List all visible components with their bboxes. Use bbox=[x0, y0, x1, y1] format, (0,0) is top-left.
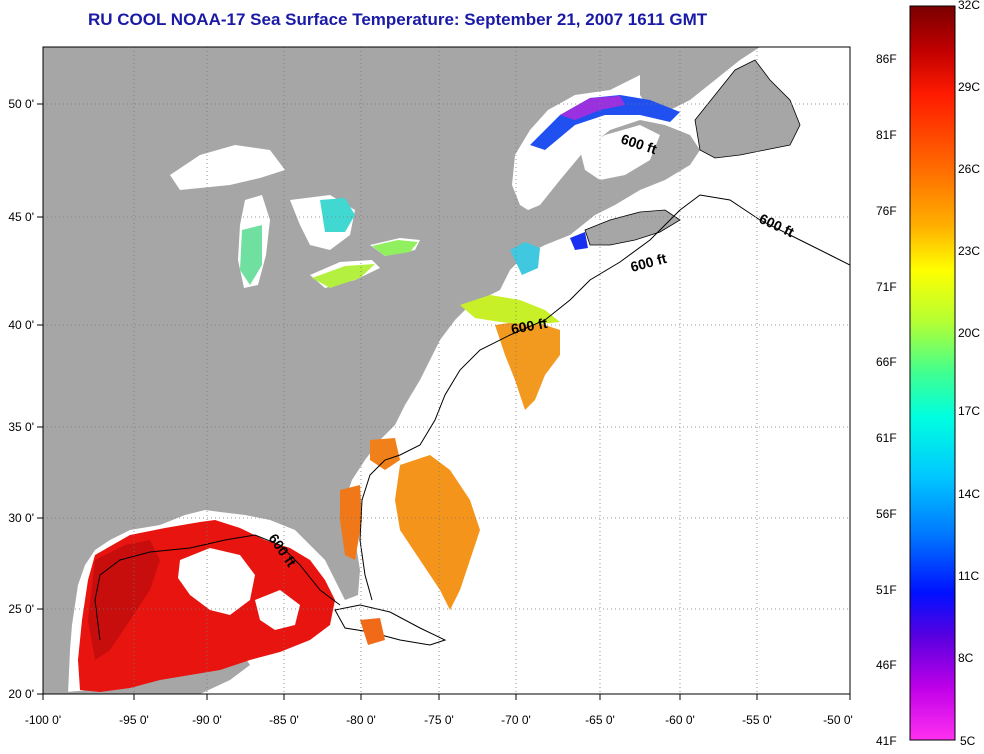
latitude-labels: 50 0' 45 0' 40 0' 35 0' 30 0' 25 0' 20 0… bbox=[8, 97, 34, 701]
sst-lake-huron bbox=[320, 198, 355, 232]
lon-label: -80 0' bbox=[346, 713, 376, 727]
gulf-st-lawrence bbox=[580, 125, 660, 180]
contour-600ft bbox=[359, 194, 850, 601]
cb-celsius-label: 11C bbox=[958, 569, 980, 583]
contour-600ft-gulf bbox=[94, 534, 341, 641]
sst-st-lawrence bbox=[530, 95, 680, 150]
sst-atlantic-orange-3 bbox=[370, 438, 400, 470]
land-labrador bbox=[640, 47, 760, 110]
lat-label: 20 0' bbox=[8, 687, 34, 701]
lat-label: 45 0' bbox=[8, 210, 34, 224]
sst-lake-ontario bbox=[372, 240, 418, 256]
sst-lake-erie bbox=[312, 264, 375, 288]
lon-label: -90 0' bbox=[192, 713, 222, 727]
lon-label: -100 0' bbox=[25, 713, 61, 727]
colorbar-scale bbox=[909, 5, 956, 741]
cb-fahrenheit-label: 46F bbox=[876, 658, 897, 672]
land-newfoundland bbox=[694, 59, 801, 159]
cb-celsius-label: 29C bbox=[958, 80, 981, 94]
lon-label: -60 0' bbox=[665, 713, 695, 727]
cb-celsius-label: 26C bbox=[958, 162, 981, 176]
cb-fahrenheit-label: 41F bbox=[876, 734, 897, 748]
land-cuba bbox=[334, 604, 447, 646]
lat-label: 35 0' bbox=[8, 420, 34, 434]
sst-gulf-of-maine bbox=[510, 242, 540, 275]
cb-fahrenheit-label: 66F bbox=[876, 355, 897, 369]
cb-fahrenheit-label: 81F bbox=[876, 128, 897, 142]
sst-lake-michigan bbox=[240, 225, 262, 285]
longitude-labels: -100 0' -95 0' -90 0' -85 0' -80 0' -75 … bbox=[25, 713, 853, 727]
lon-label: -65 0' bbox=[585, 713, 615, 727]
lon-label: -85 0' bbox=[269, 713, 299, 727]
land-nova-scotia bbox=[584, 209, 681, 246]
sst-gulf-white-patch bbox=[178, 548, 255, 615]
cb-celsius-label: 23C bbox=[958, 244, 981, 258]
cb-celsius-label: 8C bbox=[958, 651, 974, 665]
sst-atlantic-orange-1 bbox=[340, 485, 362, 560]
sst-atlantic-orange-2 bbox=[395, 455, 480, 610]
cb-fahrenheit-label: 56F bbox=[876, 507, 897, 521]
contour-label: 600 ft bbox=[510, 315, 549, 337]
lat-label: 40 0' bbox=[8, 318, 34, 332]
map-border bbox=[42, 46, 851, 695]
cb-fahrenheit-label: 76F bbox=[876, 204, 897, 218]
cb-fahrenheit-label: 71F bbox=[876, 280, 897, 294]
lat-label: 30 0' bbox=[8, 511, 34, 525]
lon-label: -50 0' bbox=[823, 713, 853, 727]
lat-label: 25 0' bbox=[8, 602, 34, 616]
cb-celsius-label: 5C bbox=[960, 734, 976, 748]
land-mexico-south bbox=[43, 650, 250, 694]
map-title: RU COOL NOAA-17 Sea Surface Temperature:… bbox=[88, 10, 708, 29]
lake-superior bbox=[170, 145, 285, 190]
sst-gulf-white-patch-2 bbox=[255, 590, 300, 630]
lon-label: -75 0' bbox=[424, 713, 454, 727]
cb-celsius-label: 32C bbox=[958, 0, 981, 12]
cb-celsius-label: 20C bbox=[958, 326, 981, 340]
sst-st-lawrence-violet bbox=[560, 96, 625, 120]
cb-fahrenheit-label: 86F bbox=[876, 52, 897, 66]
land-north-america bbox=[43, 47, 700, 694]
lat-label: 50 0' bbox=[8, 97, 34, 111]
sst-nova-scotia-blue bbox=[570, 232, 588, 250]
lon-label: -70 0' bbox=[501, 713, 531, 727]
lon-label: -55 0' bbox=[742, 713, 772, 727]
sst-midatlantic-orange bbox=[495, 320, 560, 410]
cb-celsius-label: 14C bbox=[958, 487, 981, 501]
sst-florida-keys bbox=[360, 618, 385, 645]
lon-label: -95 0' bbox=[119, 713, 149, 727]
cb-celsius-label: 17C bbox=[958, 404, 981, 418]
sst-midatlantic-yellow bbox=[460, 295, 560, 325]
cb-fahrenheit-label: 61F bbox=[876, 431, 897, 445]
graticule bbox=[43, 47, 850, 694]
cb-fahrenheit-label: 51F bbox=[876, 583, 897, 597]
